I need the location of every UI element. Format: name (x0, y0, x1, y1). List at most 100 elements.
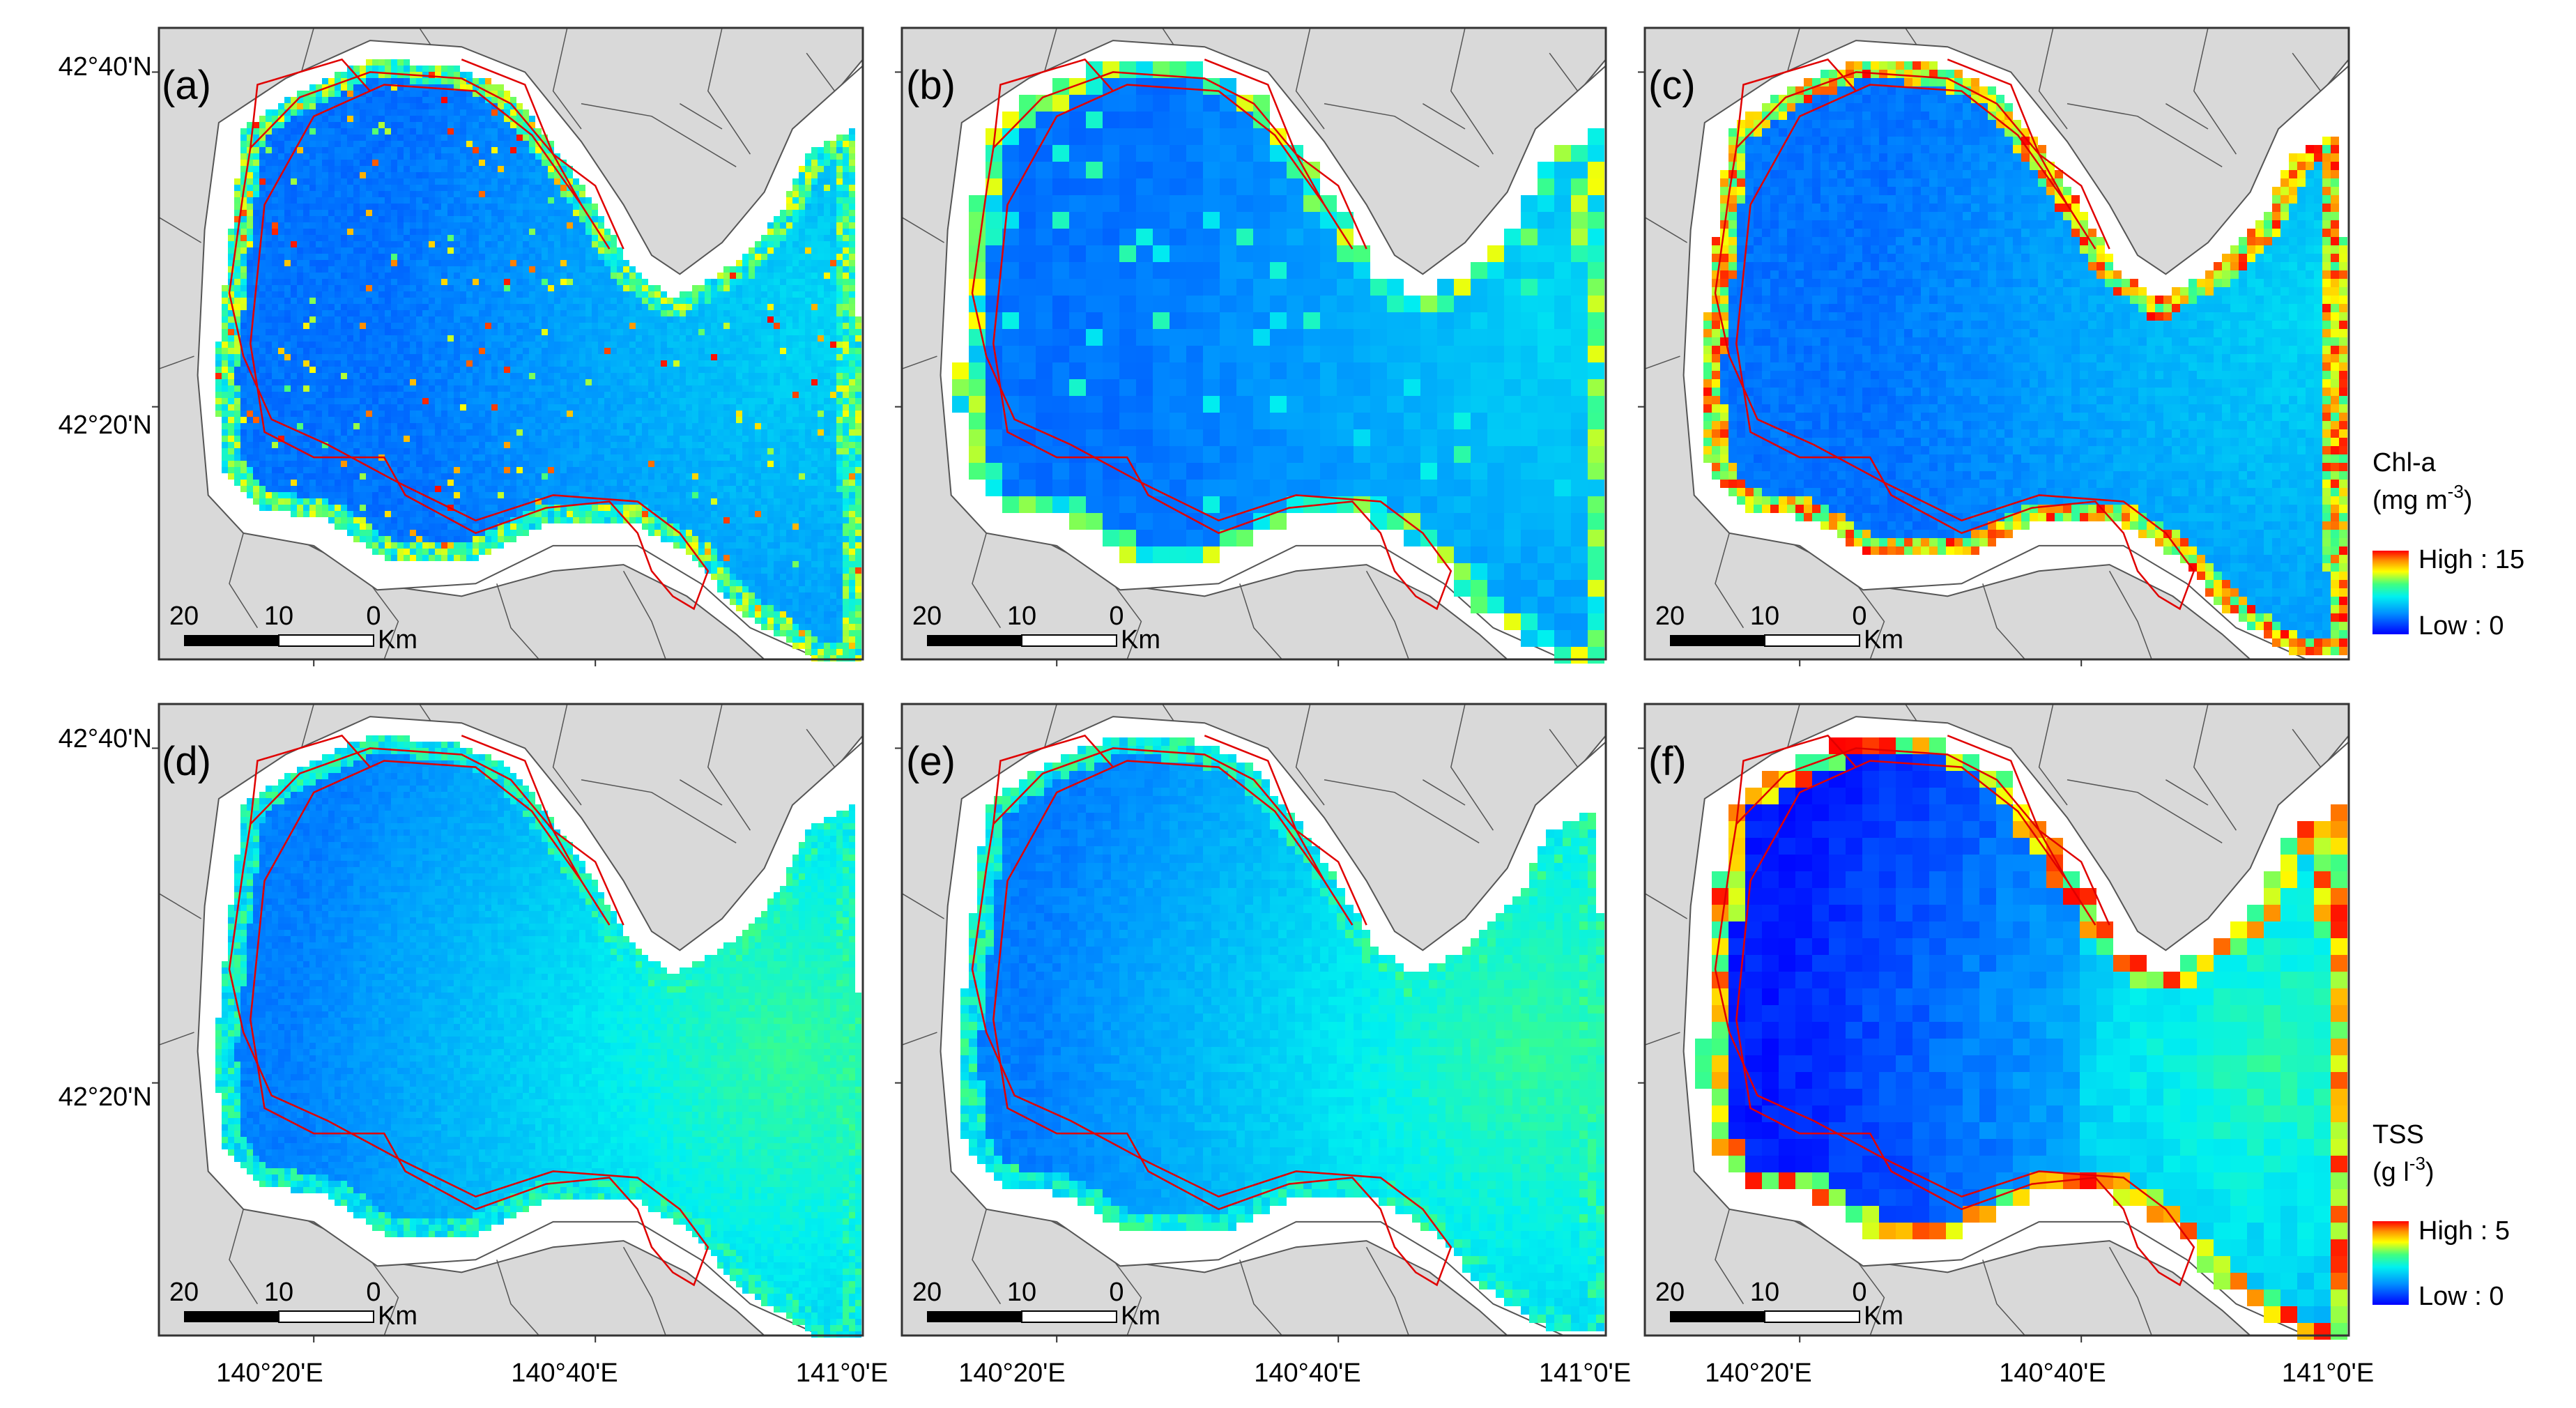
raster-cell (429, 273, 435, 279)
raster-cell (435, 260, 441, 266)
raster-cell (404, 222, 410, 229)
raster-cell (805, 279, 811, 285)
raster-cell (385, 229, 391, 235)
raster-cell (786, 260, 792, 266)
raster-cell (535, 247, 542, 254)
raster-cell (404, 291, 410, 298)
raster-cell (341, 197, 347, 204)
raster-cell (284, 147, 291, 153)
raster-cell (410, 66, 416, 72)
raster-cell (397, 160, 404, 166)
raster-cell (303, 285, 309, 291)
raster-cell (416, 266, 422, 273)
raster-cell (510, 197, 516, 204)
raster-cell (322, 254, 328, 260)
raster-cell (316, 166, 322, 172)
raster-cell (316, 266, 322, 273)
raster-cell (353, 285, 360, 291)
raster-cell (397, 229, 404, 235)
raster-cell (792, 241, 799, 247)
raster-cell (849, 197, 855, 204)
raster-cell (247, 235, 253, 241)
raster-cell (347, 279, 353, 285)
raster-cell (347, 235, 353, 241)
raster-cell (479, 291, 485, 298)
raster-cell (410, 147, 416, 153)
raster-cell (422, 66, 429, 72)
raster-cell (824, 153, 830, 160)
raster-cell (523, 229, 529, 235)
raster-cell (529, 216, 535, 222)
raster-cell (849, 241, 855, 247)
raster-cell (473, 128, 479, 135)
raster-cell (479, 135, 485, 141)
raster-cell (347, 153, 353, 160)
raster-cell (435, 122, 441, 128)
raster-cell (554, 247, 560, 254)
raster-cell (303, 260, 309, 266)
raster-cell (378, 97, 385, 103)
raster-cell (730, 266, 736, 273)
raster-cell (799, 279, 805, 285)
raster-cell (447, 91, 454, 97)
raster-cell (579, 216, 585, 222)
raster-cell (460, 204, 466, 210)
raster-cell (485, 279, 491, 285)
raster-cell (447, 178, 454, 185)
raster-cell (629, 285, 636, 291)
raster-cell (830, 260, 836, 266)
raster-cell (466, 166, 473, 172)
raster-cell (792, 247, 799, 254)
raster-cell (360, 229, 366, 235)
raster-cell (429, 210, 435, 216)
raster-cell (535, 298, 542, 304)
raster-cell (435, 210, 441, 216)
raster-cell (723, 273, 730, 279)
raster-cell (234, 185, 240, 191)
raster-cell (516, 229, 523, 235)
raster-cell (504, 216, 510, 222)
raster-cell (454, 135, 460, 141)
raster-cell (485, 191, 491, 197)
raster-cell (366, 97, 372, 103)
raster-cell (297, 172, 303, 178)
raster-cell (316, 216, 322, 222)
raster-cell (460, 298, 466, 304)
raster-cell (830, 185, 836, 191)
raster-cell (479, 197, 485, 204)
raster-cell (510, 172, 516, 178)
raster-cell (454, 160, 460, 166)
raster-cell (435, 135, 441, 141)
raster-cell (391, 116, 397, 122)
raster-cell (253, 210, 259, 216)
raster-cell (247, 172, 253, 178)
raster-cell (397, 166, 404, 172)
raster-cell (303, 178, 309, 185)
raster-cell (429, 204, 435, 210)
raster-cell (805, 241, 811, 247)
raster-cell (240, 273, 247, 279)
raster-cell (391, 210, 397, 216)
raster-cell (573, 204, 579, 210)
raster-cell (523, 260, 529, 266)
raster-cell (410, 222, 416, 229)
raster-cell (830, 166, 836, 172)
raster-cell (416, 229, 422, 235)
raster-cell (360, 116, 366, 122)
raster-cell (529, 191, 535, 197)
raster-cell (529, 178, 535, 185)
raster-cell (542, 229, 548, 235)
raster-cell (473, 178, 479, 185)
raster-cell (636, 273, 642, 279)
raster-cell (548, 298, 554, 304)
raster-cell (410, 141, 416, 147)
raster-cell (416, 97, 422, 103)
raster-cell (316, 197, 322, 204)
raster-cell (378, 241, 385, 247)
raster-cell (378, 109, 385, 116)
raster-cell (372, 141, 378, 147)
raster-cell (360, 141, 366, 147)
raster-cell (479, 266, 485, 273)
raster-cell (404, 204, 410, 210)
raster-cell (692, 285, 698, 291)
